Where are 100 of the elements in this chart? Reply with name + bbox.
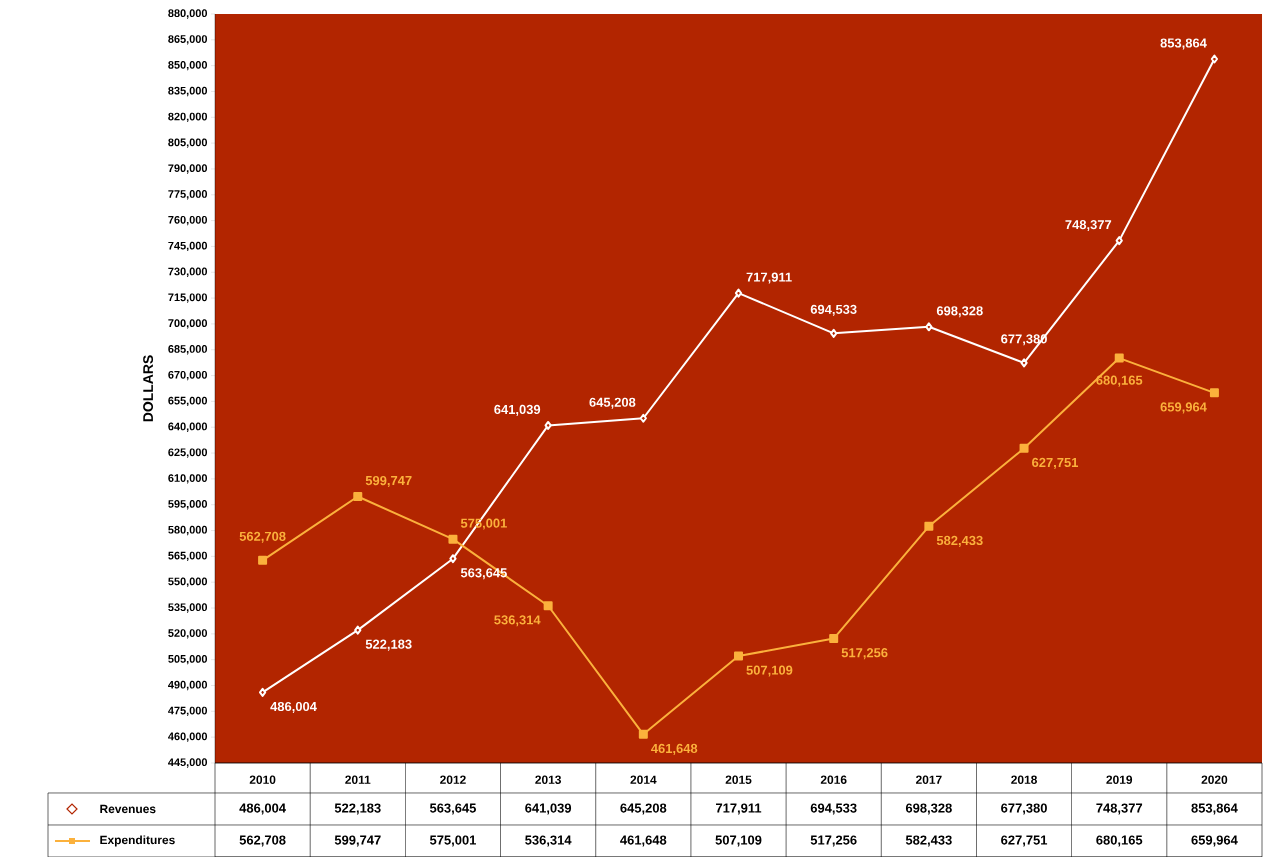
text: 853,864 [1160, 38, 1207, 50]
data-label: 517,256 [810, 835, 857, 847]
text: 563,645 [460, 568, 507, 580]
data-label: 698,328 [905, 803, 952, 815]
y-tick-label: 490,000 [168, 680, 208, 691]
data-label: 627,751 [1001, 835, 1048, 847]
x-tick-label: 2010 [249, 775, 276, 784]
y-tick-label: 880,000 [168, 9, 208, 19]
y-tick-label: 520,000 [168, 629, 208, 639]
x-tick-label: 2017 [916, 775, 942, 784]
y-tick-label: 775,000 [168, 190, 208, 200]
x-tick-label: 2019 [1106, 775, 1133, 784]
y-tick-label: 640,000 [168, 422, 208, 432]
data-label: 599,747 [334, 835, 381, 847]
point [734, 288, 743, 298]
y-tick-label: 670,000 [168, 370, 208, 381]
data-label: 853,864 [1191, 803, 1238, 815]
text: 562,708 [239, 531, 286, 543]
x-tick-label: 2013 [535, 775, 562, 784]
point [1019, 443, 1029, 453]
text: 645,208 [589, 397, 636, 409]
point [1209, 388, 1219, 398]
y-tick-label: 655,000 [168, 396, 208, 407]
text: 627,751 [1032, 457, 1079, 469]
text: 517,256 [841, 648, 888, 660]
y-tick-label: 535,000 [168, 603, 208, 613]
y-tick-label: 790,000 [168, 164, 208, 174]
point [449, 554, 457, 564]
y-tick-label: 565,000 [168, 551, 208, 562]
y-tick-label: 550,000 [168, 577, 208, 587]
text: 461,648 [651, 743, 698, 755]
point [543, 601, 553, 611]
point [639, 413, 647, 423]
y-tick-label: 700,000 [168, 319, 208, 329]
data-label: 582,433 [905, 835, 952, 847]
text: 507,109 [746, 665, 793, 677]
y-tick-label: 580,000 [168, 525, 208, 536]
y-tick-label: 715,000 [168, 293, 208, 303]
point [258, 555, 268, 565]
text: 680,165 [1096, 375, 1143, 387]
text: 659,964 [1160, 402, 1207, 414]
data-label: 677,380 [1001, 803, 1047, 815]
text: 694,533 [810, 304, 857, 316]
text: 522,183 [365, 639, 412, 651]
y-tick-label: 865,000 [168, 35, 208, 45]
y-tick-label: 850,000 [168, 60, 208, 71]
point [830, 328, 838, 338]
data-label: 575,001 [429, 835, 476, 847]
y-axis-title: DOLLARS [143, 355, 154, 422]
text: 717,911 [746, 272, 792, 284]
data-label: 563,645 [429, 803, 476, 815]
text: 582,433 [936, 535, 983, 547]
data-label: 645,208 [620, 803, 667, 815]
text: 486,004 [270, 701, 317, 713]
legend-label: Expenditures [100, 835, 175, 847]
y-tick-label: 445,000 [168, 758, 208, 768]
text: 748,377 [1065, 220, 1112, 232]
point [448, 534, 458, 544]
point [638, 729, 648, 739]
point [1114, 353, 1124, 363]
y-tick-label: 505,000 [168, 655, 208, 665]
point [829, 634, 839, 644]
y-tick-label: 460,000 [168, 732, 208, 742]
text: 536,314 [494, 615, 541, 627]
point [734, 651, 744, 661]
point [544, 420, 552, 430]
y-tick-label: 760,000 [168, 215, 208, 226]
data-label: 522,183 [334, 803, 381, 815]
point [1020, 358, 1028, 368]
x-tick-label: 2011 [345, 775, 371, 784]
data-label: 748,377 [1096, 803, 1143, 815]
x-tick-label: 2015 [725, 775, 752, 784]
y-tick-label: 610,000 [168, 474, 208, 484]
point [1115, 236, 1123, 246]
data-label: 694,533 [810, 803, 857, 815]
text: 599,747 [365, 475, 412, 488]
y-tick-label: 835,000 [168, 86, 208, 97]
data-label: 486,004 [239, 803, 286, 815]
x-tick-label: 2014 [630, 775, 657, 784]
point [924, 521, 934, 531]
point [258, 687, 267, 697]
x-tick-label: 2016 [820, 775, 847, 784]
data-label: 507,109 [715, 835, 762, 847]
text: 698,328 [936, 306, 983, 318]
legend-label: Revenues [100, 804, 156, 814]
y-tick-label: 625,000 [168, 448, 208, 458]
y-tick-label: 805,000 [168, 138, 208, 148]
y-tick-label: 745,000 [168, 241, 208, 252]
data-label: 680,165 [1096, 835, 1143, 847]
y-tick-label: 595,000 [168, 500, 208, 510]
data-label: 536,314 [525, 835, 572, 847]
x-tick-label: 2018 [1011, 775, 1037, 784]
data-label: 659,964 [1191, 835, 1238, 847]
y-tick-label: 685,000 [168, 345, 208, 355]
y-tick-label: 730,000 [168, 267, 208, 277]
x-tick-label: 2020 [1201, 775, 1228, 784]
data-label: 641,039 [525, 803, 572, 815]
data-label: 562,708 [239, 835, 286, 847]
point [354, 625, 362, 635]
x-tick-label: 2012 [440, 775, 466, 784]
